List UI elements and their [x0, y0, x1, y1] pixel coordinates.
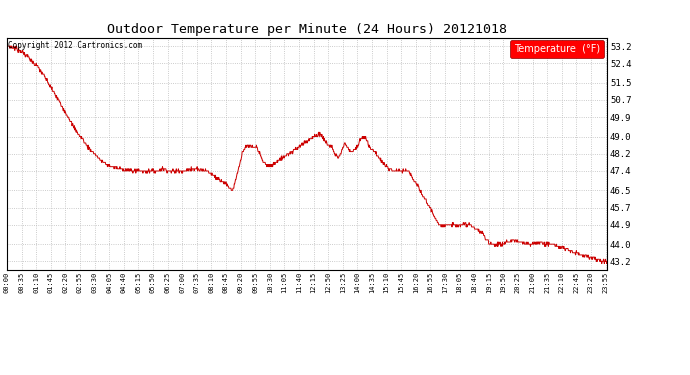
Text: Copyright 2012 Cartronics.com: Copyright 2012 Cartronics.com — [8, 41, 142, 50]
Title: Outdoor Temperature per Minute (24 Hours) 20121018: Outdoor Temperature per Minute (24 Hours… — [107, 23, 507, 36]
Legend: Temperature  (°F): Temperature (°F) — [511, 40, 604, 58]
